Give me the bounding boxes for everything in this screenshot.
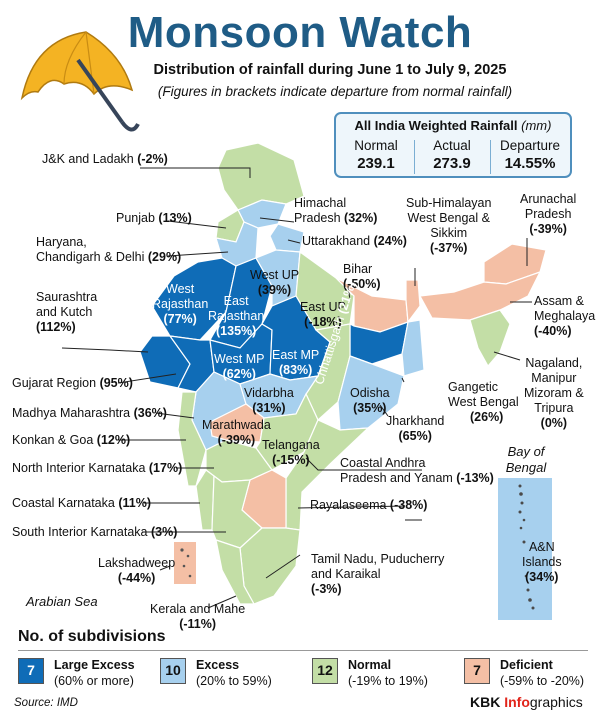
region-coastal-karnataka <box>195 469 215 531</box>
label-west-up: West UP (39%) <box>250 268 300 297</box>
label-gangetic-wb: Gangetic West Bengal (26%) <box>448 380 519 424</box>
page-note: (Figures in brackets indicate departure … <box>157 84 513 99</box>
label-marathwada: Marathwada (-39%) <box>202 418 271 447</box>
label-gujarat: Gujarat Region (95%) <box>12 376 133 390</box>
label-madhya-maharashtra: Madhya Maharashtra (36%) <box>12 406 167 420</box>
label-bihar: Bihar (-50%) <box>343 262 381 291</box>
all-india-heading: All India Weighted Rainfall (mm) <box>354 118 552 133</box>
label-shwb-sikkim: Sub-Himalayan West Bengal & Sikkim (-37%) <box>406 196 492 255</box>
label-haryana: Haryana, Chandigarh & Delhi (29%) <box>36 235 182 264</box>
label-sik: South Interior Karnataka (3%) <box>12 525 178 539</box>
label-jharkhand: Jharkhand (65%) <box>386 414 445 443</box>
label-uttarakhand: Uttarakhand (24%) <box>302 234 407 248</box>
all-india-rainfall-box: All India Weighted Rainfall (mm) Normal … <box>334 112 572 178</box>
legend-swatch-deficient: 7 <box>464 658 490 684</box>
actual-column: Actual 273.9 <box>433 138 471 172</box>
region-nmmt <box>469 309 511 368</box>
region-andaman-nicobar <box>498 478 552 620</box>
label-andaman-nicobar: A&N Islands (34%) <box>522 540 562 584</box>
legend-swatch-normal: 12 <box>312 658 338 684</box>
label-odisha: Odisha (35%) <box>350 386 390 415</box>
label-lakshadweep: Lakshadweep (-44%) <box>98 556 176 585</box>
label-tamil-nadu: Tamil Nadu, Puducherry and Karaikal (-3%) <box>311 552 445 596</box>
page-title: Monsoon Watch <box>127 8 473 57</box>
label-punjab: Punjab (13%) <box>116 211 192 225</box>
legend-title: No. of subdivisions <box>18 628 166 645</box>
region-uttarakhand <box>269 223 305 253</box>
region-lakshadweep <box>174 542 196 584</box>
label-assam: Assam & Meghalaya (-40%) <box>534 294 596 338</box>
source-note: Source: IMD <box>14 697 78 709</box>
label-telangana: Telangana (-15%) <box>262 438 320 467</box>
legend-swatch-excess: 10 <box>160 658 186 684</box>
region-assam-meghalaya <box>419 270 542 321</box>
label-arunachal: Arunachal Pradesh (-39%) <box>520 192 577 236</box>
region-coastal-andhra <box>285 419 370 531</box>
legend-deficient: Deficient (-59% to -20%) <box>500 658 585 688</box>
label-coastal-andhra: Coastal Andhra Pradesh and Yanam (-13%) <box>340 456 494 485</box>
region-kerala <box>215 539 256 605</box>
label-arabian-sea: Arabian Sea <box>26 594 98 609</box>
label-nmmt: Nagaland, Manipur Mizoram & Tripura (0%) <box>524 356 584 430</box>
legend-swatch-large-excess: 7 <box>18 658 44 684</box>
label-west-rajasthan: West Rajasthan (77%) <box>152 282 209 326</box>
label-rayalaseema: Rayalaseema (-38%) <box>310 498 428 512</box>
label-kerala: Kerala and Mahe (-11%) <box>150 602 246 631</box>
label-himachal: Himachal Pradesh (32%) <box>294 196 378 225</box>
legend-excess: Excess (20% to 59%) <box>196 658 272 688</box>
label-coastal-karnataka: Coastal Karnataka (11%) <box>12 496 151 510</box>
label-konkan-goa: Konkan & Goa (12%) <box>12 433 131 447</box>
brand-logo: KBK Infographics <box>470 694 583 710</box>
label-nik: North Interior Karnataka (17%) <box>12 461 183 475</box>
label-saurashtra: Saurashtra and Kutch (112%) <box>36 290 98 334</box>
legend-divider <box>18 650 588 651</box>
normal-column: Normal 239.1 <box>354 138 398 172</box>
label-jk-ladakh: J&K and Ladakh (-2%) <box>42 152 168 166</box>
region-gangetic-wb <box>401 319 425 377</box>
legend-normal: Normal (-19% to 19%) <box>348 658 428 688</box>
umbrella-illustration <box>20 31 140 132</box>
label-east-up: East UP (-18%) <box>300 300 346 329</box>
label-east-mp: East MP (83%) <box>272 348 320 377</box>
label-east-rajasthan: East Rajasthan (135%) <box>208 294 265 338</box>
label-bay-of-bengal: Bay of Bengal <box>505 444 547 475</box>
legend-large-excess: Large Excess (60% or more) <box>54 658 135 688</box>
label-vidarbha: Vidarbha (31%) <box>244 386 294 415</box>
departure-column: Departure 14.55% <box>499 138 561 172</box>
region-shwb-sikkim <box>405 279 421 324</box>
region-tamil-nadu <box>239 527 301 605</box>
label-west-mp: West MP (62%) <box>214 352 265 381</box>
region-odisha <box>337 355 405 431</box>
page-subtitle: Distribution of rainfall during June 1 t… <box>153 62 507 78</box>
